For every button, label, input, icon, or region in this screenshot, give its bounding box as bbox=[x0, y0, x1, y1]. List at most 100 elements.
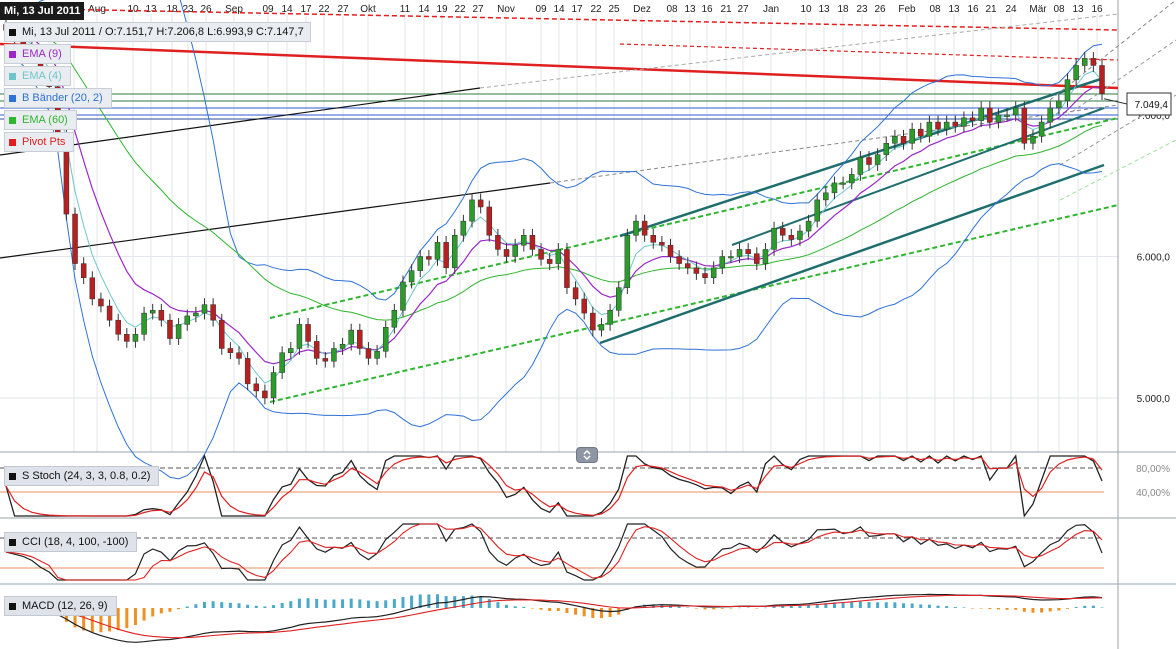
candle bbox=[382, 327, 389, 352]
channel-line-teal bbox=[619, 76, 1105, 238]
x-tick-label: 14 bbox=[418, 4, 430, 15]
macd-histogram-bar bbox=[220, 602, 224, 608]
macd-histogram-bar bbox=[125, 608, 129, 629]
macd-histogram-bar bbox=[237, 603, 241, 608]
legend-ema-9[interactable]: EMA (9) bbox=[4, 44, 71, 64]
candle bbox=[374, 351, 380, 359]
candle bbox=[357, 329, 363, 349]
macd-histogram-bar bbox=[151, 608, 155, 617]
candle bbox=[417, 256, 423, 271]
x-tick-label: 18 bbox=[166, 4, 178, 15]
x-tick-label: 14 bbox=[553, 4, 565, 15]
macd-histogram-bar bbox=[1100, 607, 1104, 608]
candle bbox=[89, 277, 96, 300]
candle bbox=[167, 319, 173, 339]
legend-ema-4[interactable]: EMA (4) bbox=[4, 66, 71, 86]
candle bbox=[978, 107, 984, 121]
legend-bollinger[interactable]: B Bänder (20, 2) bbox=[4, 88, 112, 108]
pivot-resistance-1 bbox=[0, 42, 1119, 90]
macd-histogram-bar bbox=[979, 608, 983, 609]
trend-line-dashed bbox=[1059, 139, 1176, 201]
trend-line-dashed bbox=[1049, 0, 1176, 101]
macd-histogram-bar bbox=[1091, 605, 1095, 608]
x-tick-label: 11 bbox=[400, 4, 411, 15]
macd-histogram-bar bbox=[254, 605, 258, 608]
square-icon bbox=[9, 602, 16, 610]
candle bbox=[728, 256, 734, 259]
pane-resize-handle-icon[interactable] bbox=[576, 447, 598, 463]
color-swatch-icon bbox=[9, 72, 16, 80]
candle bbox=[469, 199, 475, 222]
candle bbox=[538, 249, 544, 260]
candle bbox=[831, 182, 838, 194]
candle bbox=[926, 121, 933, 137]
candle bbox=[279, 352, 285, 373]
macd-label-text: MACD (12, 26, 9) bbox=[22, 600, 108, 612]
macd-histogram-bar bbox=[289, 601, 293, 608]
stoch-pane-label[interactable]: S Stoch (24, 3, 3, 0.8, 0.2) bbox=[4, 466, 160, 486]
x-tick-label: 08 bbox=[929, 4, 941, 15]
candle bbox=[779, 227, 786, 236]
macd-histogram-bar bbox=[1031, 608, 1035, 613]
candle bbox=[1004, 114, 1010, 117]
candle bbox=[1073, 65, 1079, 80]
x-tick-label: 26 bbox=[874, 4, 886, 15]
x-tick-label: 17 bbox=[300, 4, 312, 15]
x-tick-label: 09 bbox=[262, 4, 274, 15]
x-tick-label: 18 bbox=[837, 4, 849, 15]
macd-histogram-bar bbox=[574, 608, 578, 615]
candle bbox=[305, 324, 311, 342]
macd-signal-line bbox=[6, 594, 1103, 639]
x-tick-label: 25 bbox=[608, 4, 620, 15]
macd-pane-label[interactable]: MACD (12, 26, 9) bbox=[4, 596, 117, 616]
macd-histogram-bar bbox=[159, 608, 163, 614]
cci-signal-line bbox=[5, 523, 1103, 581]
candle bbox=[702, 273, 708, 278]
info-square-icon bbox=[9, 28, 16, 36]
candle bbox=[633, 220, 639, 236]
pivot-lines bbox=[0, 7, 1119, 120]
x-tick-label: 24 bbox=[1005, 4, 1017, 15]
candle bbox=[529, 235, 536, 250]
x-tick-label: Jan bbox=[763, 4, 779, 15]
x-tick-label: 16 bbox=[1091, 4, 1103, 15]
candle bbox=[624, 235, 631, 288]
macd-histogram-bar bbox=[194, 604, 198, 608]
candle bbox=[615, 287, 622, 311]
candle bbox=[943, 121, 950, 130]
candle bbox=[348, 329, 354, 345]
macd-histogram-bar bbox=[686, 607, 690, 608]
candle bbox=[521, 235, 527, 246]
color-swatch-icon bbox=[9, 116, 16, 124]
legend-ema-60[interactable]: EMA (60) bbox=[4, 110, 77, 130]
price-tag-text: 7.049,4 bbox=[1135, 100, 1169, 111]
macd-histogram-bar bbox=[228, 602, 232, 608]
macd-histogram-bar bbox=[401, 597, 405, 608]
vertical-grid bbox=[0, 14, 1118, 452]
macd-histogram-bar bbox=[358, 599, 362, 608]
macd-histogram-bar bbox=[971, 608, 975, 609]
macd-histogram-bar bbox=[582, 608, 586, 617]
candle bbox=[995, 114, 1002, 123]
candle bbox=[452, 235, 458, 269]
candle bbox=[149, 310, 156, 314]
stoch-80-label: 80,00% bbox=[1136, 464, 1170, 475]
legend-pivot-pts[interactable]: Pivot Pts bbox=[4, 132, 75, 152]
cci-pane-label[interactable]: CCI (18, 4, 100, -100) bbox=[4, 532, 138, 552]
macd-histogram-bar bbox=[297, 598, 301, 608]
candle bbox=[952, 121, 959, 127]
macd-histogram-bar bbox=[703, 608, 707, 610]
macd-histogram-bar bbox=[858, 601, 862, 608]
macd-histogram-bar bbox=[168, 608, 172, 612]
macd-histogram-bar bbox=[781, 605, 785, 608]
macd-histogram-bar bbox=[755, 608, 759, 609]
macd-histogram-bar bbox=[962, 607, 966, 608]
candle bbox=[883, 143, 890, 155]
candle bbox=[754, 253, 760, 264]
candle bbox=[874, 154, 881, 165]
x-tick-label: 19 bbox=[436, 4, 448, 15]
candle bbox=[788, 235, 795, 240]
x-tick-label: 21 bbox=[985, 4, 997, 15]
macd-histogram-bar bbox=[133, 608, 137, 626]
macd-histogram-bar bbox=[530, 608, 534, 609]
